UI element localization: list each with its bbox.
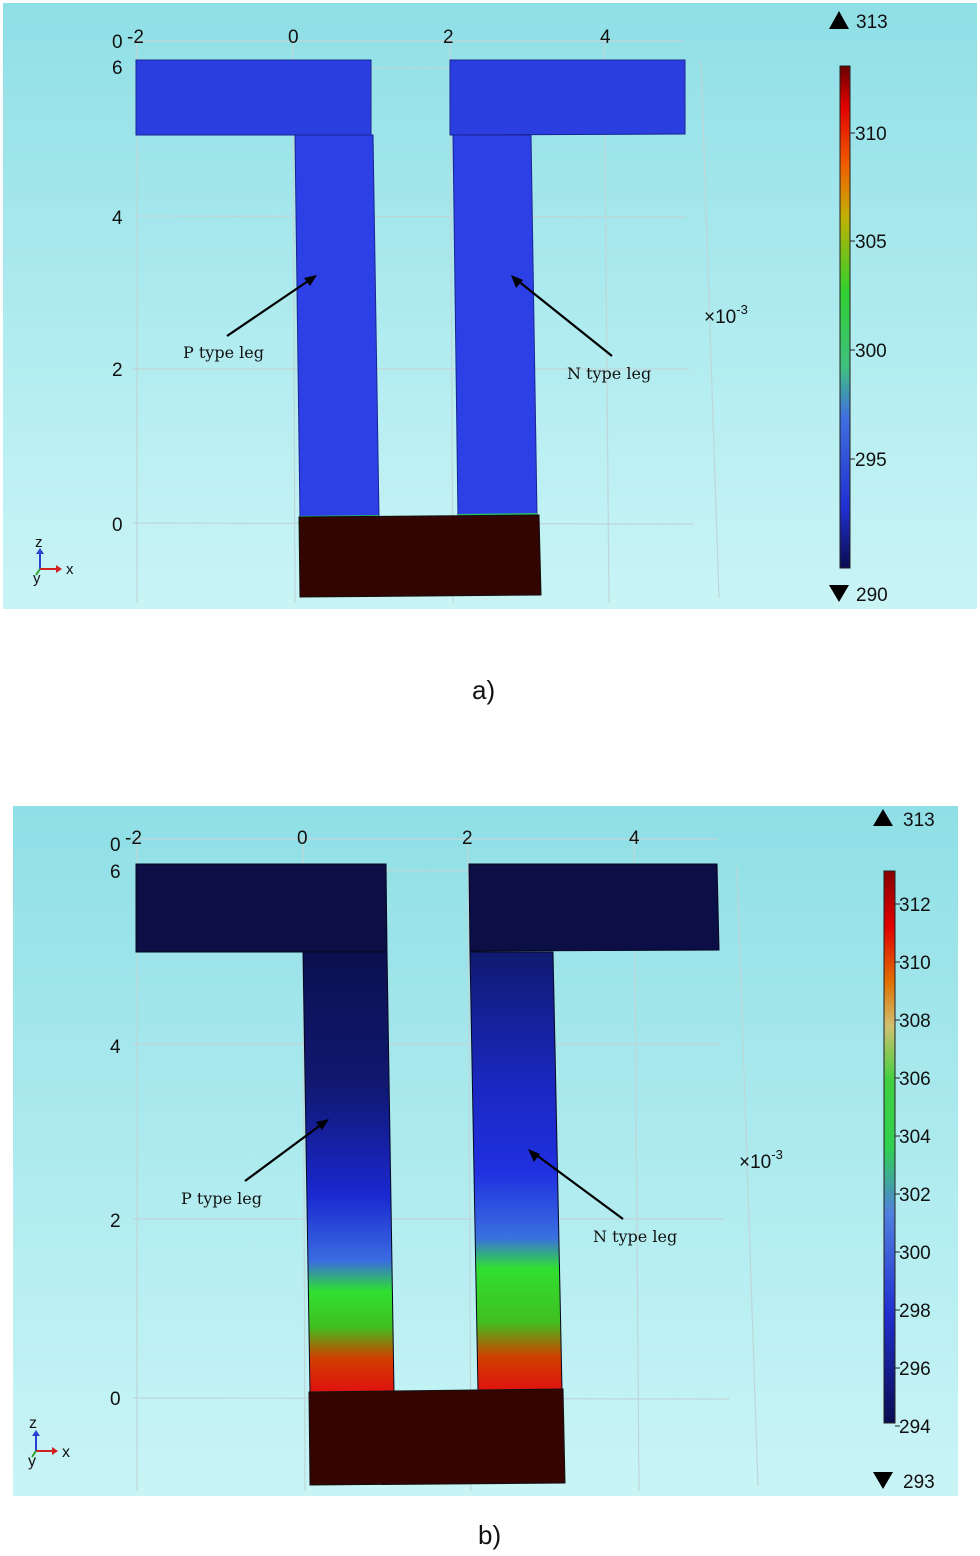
- p-leg-label: P type leg: [181, 1189, 262, 1208]
- top-electrode-left: [135, 863, 388, 953]
- colorbar-tick-label: 312: [899, 895, 931, 916]
- max-triangle-icon: [829, 11, 849, 29]
- bottom-electrode: [308, 1388, 566, 1486]
- colorbar-a: 313 290 310 305 300 295: [829, 11, 888, 606]
- z-tick-label: 4: [110, 1037, 121, 1058]
- bottom-electrode: [298, 514, 542, 598]
- panel-a-plot: 0 -2 0 2 4 6 4 2 0 ×10-3 P type leg N ty…: [33, 11, 888, 606]
- triad-z-label: z: [35, 534, 43, 551]
- colorbar-tick-label: 305: [855, 232, 887, 253]
- colorbar-tick-label: 306: [899, 1069, 931, 1090]
- scale-factor-label: ×10-3: [704, 302, 748, 328]
- x-tick-label: 0: [288, 27, 299, 48]
- x-tick-label: 0: [297, 828, 308, 849]
- n-leg-annotation: N type leg: [528, 1149, 677, 1246]
- z-tick-label: 6: [110, 862, 121, 883]
- z-tick-label: 6: [112, 58, 123, 79]
- colorbar-min-label: 290: [856, 585, 888, 606]
- triad-x-label: x: [62, 1444, 70, 1461]
- p-type-leg: [302, 951, 395, 1394]
- colorbar-tick-label: 304: [899, 1127, 931, 1148]
- max-triangle-icon: [873, 809, 893, 826]
- colorbar-max-label: 313: [856, 12, 888, 33]
- colorbar-max-label: 313: [903, 810, 935, 831]
- colorbar-b: 313 293 312 310 308 306 304 302 300 298: [873, 809, 935, 1493]
- colorbar-min-label: 293: [903, 1472, 935, 1493]
- z-tick-label: 0: [110, 1389, 121, 1410]
- x-tick-label: 2: [462, 828, 473, 849]
- n-leg-label: N type leg: [593, 1227, 677, 1246]
- p-leg-annotation: P type leg: [183, 275, 317, 362]
- triad-z-label: z: [29, 1415, 37, 1432]
- axis-triad-b: z y x: [28, 1415, 70, 1470]
- panel-b: 0 -2 0 2 4 6 4 2 0 ×10-3 P type leg N ty…: [13, 806, 958, 1496]
- caption-a: a): [472, 675, 496, 705]
- colorbar-tick-label: 310: [855, 124, 887, 145]
- colorbar-tick-label: 308: [899, 1011, 931, 1032]
- colorbar-tick-label: 296: [899, 1359, 931, 1380]
- colorbar-tick-label: 300: [899, 1243, 931, 1264]
- p-leg-annotation: P type leg: [181, 1119, 329, 1208]
- axis-triad-a: z y x: [33, 534, 74, 587]
- z-tick-label: 0: [112, 515, 123, 536]
- x-tick-label: 4: [629, 828, 640, 849]
- top-electrode-left: [135, 59, 372, 136]
- x-tick-label: -2: [127, 27, 144, 48]
- axis-origin-label: 0: [110, 835, 121, 856]
- x-tick-label: 4: [600, 27, 611, 48]
- caption-b: b): [478, 1520, 502, 1550]
- n-leg-annotation: N type leg: [511, 275, 651, 383]
- triad-y-label: y: [33, 570, 41, 587]
- top-electrode-right: [449, 59, 686, 136]
- thermoelectric-geometry-a: [135, 59, 686, 598]
- colorbar-tick-label: 298: [899, 1301, 931, 1322]
- panel-a: 0 -2 0 2 4 6 4 2 0 ×10-3 P type leg N ty…: [3, 3, 977, 609]
- triad-y-label: y: [28, 1453, 36, 1470]
- axis-origin-label: 0: [112, 32, 123, 53]
- z-tick-label: 2: [112, 360, 123, 381]
- colorbar-tick-label: 294: [899, 1417, 931, 1438]
- min-triangle-icon: [829, 585, 849, 602]
- z-tick-label: 2: [110, 1211, 121, 1232]
- z-tick-label: 4: [112, 208, 123, 229]
- colorbar-tick-label: 295: [855, 450, 887, 471]
- n-leg-label: N type leg: [567, 364, 651, 383]
- top-electrode-right: [468, 863, 720, 952]
- scale-factor-label: ×10-3: [739, 1147, 783, 1173]
- colorbar-tick-label: 310: [899, 953, 931, 974]
- colorbar-tick-label: 300: [855, 341, 887, 362]
- n-type-leg: [452, 134, 538, 519]
- thermoelectric-geometry-b: [135, 863, 720, 1486]
- x-tick-label: 2: [443, 27, 454, 48]
- triad-x-label: x: [66, 561, 74, 578]
- x-tick-label: -2: [125, 828, 142, 849]
- colorbar-tick-label: 302: [899, 1185, 931, 1206]
- panel-b-plot: 0 -2 0 2 4 6 4 2 0 ×10-3 P type leg N ty…: [28, 809, 935, 1493]
- min-triangle-icon: [873, 1472, 893, 1489]
- p-type-leg: [294, 134, 380, 520]
- p-leg-label: P type leg: [183, 343, 264, 362]
- n-type-leg: [469, 951, 563, 1393]
